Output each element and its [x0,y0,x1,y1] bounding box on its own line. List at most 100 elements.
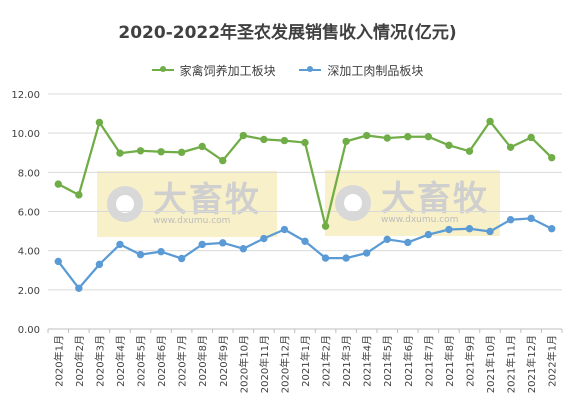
data-point [527,133,535,142]
chart-title: 2020-2022年圣农发展销售收入情况(亿元) [118,23,457,43]
legend-label-processed: 深加工肉制品板块 [327,63,424,78]
x-tick-label: 2021年11月 [505,335,518,393]
data-point [486,227,494,236]
legend-swatch-poultry [151,66,174,72]
data-point [527,214,535,223]
x-tick-label: 2020年7月 [176,335,189,387]
data-point [280,136,289,145]
data-point [548,153,556,162]
data-point [54,257,62,266]
data-point [506,143,515,151]
legend-item-processed: 深加工肉制品板块 [299,62,423,79]
watermark-right: 大畜牧 www.dxumu.com [325,170,500,236]
legend-swatch-processed [299,66,322,72]
data-point [95,118,104,127]
data-point [424,132,433,141]
data-point [260,234,268,243]
data-point [342,137,350,146]
legend-item-poultry: 家禽饲养加工板块 [151,62,276,79]
camera-lens-icon [107,186,143,222]
x-tick-label: 2021年2月 [320,335,333,387]
data-point [75,284,83,292]
data-point [116,149,124,157]
x-tick-label: 2022年1月 [546,335,559,387]
data-point [157,148,165,156]
x-tick-label: 2020年12月 [278,335,291,393]
data-point [445,225,453,234]
x-tick-label: 2021年10月 [484,335,497,393]
data-point [424,230,433,239]
data-point [342,254,350,262]
x-tick-label: 2020年1月 [52,335,65,387]
data-point [465,147,474,155]
data-point [136,147,145,155]
data-point [239,245,248,253]
data-point [404,238,412,247]
watermark-url: www.dxumu.com [153,216,231,226]
data-point [116,240,124,249]
data-point [548,225,556,233]
legend: 家禽饲养加工板块 深加工肉制品板块 [0,60,575,79]
x-tick-label: 2021年3月 [340,335,353,387]
data-point [239,131,248,140]
x-tick-label: 2020年6月 [155,335,168,387]
y-tick-label: 10.00 [11,129,40,140]
y-tick-label: 8.00 [18,168,40,179]
data-point [157,247,165,256]
data-point [506,216,515,224]
x-tick-label: 2021年9月 [463,335,476,387]
y-tick-label: 0.00 [18,325,40,336]
watermark-url: www.dxumu.com [381,215,459,225]
data-point [198,142,206,151]
x-tick-label: 2021年1月 [299,335,312,387]
y-tick-label: 2.00 [18,286,40,297]
data-point [301,237,309,245]
data-point [177,148,186,157]
series-line-processed [57,217,553,290]
x-tick-label: 2020年3月 [93,335,106,387]
data-point [321,222,330,230]
x-tick-label: 2020年5月 [135,335,148,387]
legend-label-poultry: 家禽饲养加工板块 [179,63,276,78]
x-tick-label: 2021年7月 [422,335,435,387]
x-tick-label: 2020年8月 [196,335,209,387]
x-tick-label: 2020年11月 [258,335,271,393]
data-point [95,260,104,269]
data-point [54,180,62,188]
data-point [445,141,453,150]
x-tick-label: 2020年10月 [237,335,250,393]
data-point [383,134,391,142]
y-tick-label: 12.00 [11,90,40,101]
x-tick-label: 2021年5月 [381,335,394,387]
series-line-poultry [57,120,553,228]
y-tick-label: 6.00 [18,208,40,219]
x-tick-label: 2020年9月 [217,335,230,387]
y-tick-label: 4.00 [18,247,40,258]
data-point [219,156,227,165]
x-tick-label: 2021年6月 [402,335,415,387]
x-tick-label: 2021年8月 [443,335,456,387]
data-point [198,240,206,249]
data-point [219,239,227,247]
data-point [321,254,330,262]
x-tick-label: 2021年12月 [525,335,538,393]
data-point [486,117,494,126]
x-tick-label: 2021年4月 [361,335,374,387]
data-point [362,131,371,140]
data-point [177,254,186,263]
data-point [75,191,83,199]
data-point [280,225,289,234]
x-tick-label: 2020年2月 [73,335,86,387]
data-point [362,249,371,257]
x-tick-label: 2020年4月 [114,335,127,387]
watermark-left: 大畜牧 www.dxumu.com [97,171,277,237]
data-point [465,225,474,233]
data-point [136,250,145,259]
data-point [260,135,268,144]
data-point [301,138,309,147]
data-point [404,132,412,141]
camera-lens-icon [335,185,371,221]
data-point [383,235,391,244]
